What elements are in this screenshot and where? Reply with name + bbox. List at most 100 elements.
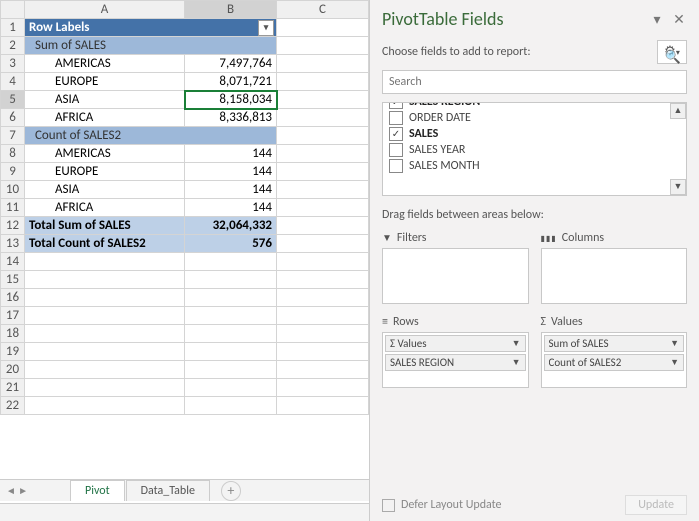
field-item[interactable]: ✓ SALES [383, 126, 686, 142]
horizontal-scrollbar[interactable] [0, 503, 369, 521]
columns-dropzone[interactable] [541, 248, 688, 304]
cell[interactable] [185, 271, 277, 289]
values-dropzone[interactable]: Sum of SALES▼ Count of SALES2▼ [541, 332, 688, 388]
pivot-row-value[interactable]: 144 [185, 163, 277, 181]
pivot-row-label[interactable]: AFRICA [25, 199, 185, 217]
row-header[interactable]: 10 [1, 181, 25, 199]
row-header[interactable]: 12 [1, 217, 25, 235]
active-cell[interactable]: 8,158,034 [185, 91, 277, 109]
row-header[interactable]: 2 [1, 37, 25, 55]
cell[interactable] [25, 343, 185, 361]
pivot-row-label[interactable]: EUROPE [25, 163, 185, 181]
row-header[interactable]: 3 [1, 55, 25, 73]
checkbox-icon[interactable] [389, 159, 403, 173]
pivot-row-label[interactable]: EUROPE [25, 73, 185, 91]
scroll-up-icon[interactable]: ▲ [670, 103, 686, 119]
cell[interactable] [277, 73, 369, 91]
pivot-row-label[interactable]: AMERICAS [25, 145, 185, 163]
pivot-total-label[interactable]: Total Count of SALES2 [25, 235, 185, 253]
cell[interactable] [277, 37, 369, 55]
row-header[interactable]: 14 [1, 253, 25, 271]
cell[interactable] [25, 379, 185, 397]
row-header[interactable]: 19 [1, 343, 25, 361]
update-button[interactable]: Update [625, 495, 687, 515]
pivot-row-value[interactable]: 8,071,721 [185, 73, 277, 91]
row-header[interactable]: 15 [1, 271, 25, 289]
rows-dropzone[interactable]: Σ Values▼ SALES REGION▼ [382, 332, 529, 388]
pivot-row-label[interactable]: ASIA [25, 91, 185, 109]
cell[interactable] [277, 271, 369, 289]
cell[interactable] [277, 235, 369, 253]
search-input[interactable] [382, 70, 687, 94]
defer-checkbox[interactable] [382, 499, 395, 512]
row-header[interactable]: 13 [1, 235, 25, 253]
row-header[interactable]: 6 [1, 109, 25, 127]
cell[interactable] [25, 397, 185, 415]
cell[interactable] [185, 253, 277, 271]
cell[interactable] [277, 145, 369, 163]
row-header[interactable]: 17 [1, 307, 25, 325]
row-header[interactable]: 9 [1, 163, 25, 181]
row-header[interactable]: 16 [1, 289, 25, 307]
pivot-row-value[interactable]: 8,336,813 [185, 109, 277, 127]
filter-dropdown-icon[interactable]: ▾ [258, 20, 274, 36]
row-header[interactable]: 5 [1, 91, 25, 109]
pivot-row-value[interactable]: 144 [185, 181, 277, 199]
tab-pivot[interactable]: Pivot [70, 480, 125, 501]
cell[interactable] [277, 289, 369, 307]
col-header-b[interactable]: B [185, 1, 277, 19]
checkbox-icon[interactable]: ✓ [389, 102, 403, 109]
cell[interactable] [277, 253, 369, 271]
row-header[interactable]: 20 [1, 361, 25, 379]
pivot-row-label[interactable]: AFRICA [25, 109, 185, 127]
cell[interactable] [277, 181, 369, 199]
row-header[interactable]: 11 [1, 199, 25, 217]
cell[interactable] [277, 379, 369, 397]
cell[interactable] [25, 307, 185, 325]
cell[interactable] [277, 343, 369, 361]
cell[interactable] [25, 325, 185, 343]
tab-nav-arrows[interactable]: ◄ ► [0, 484, 70, 497]
col-header-a[interactable]: A [25, 1, 185, 19]
row-header[interactable]: 21 [1, 379, 25, 397]
pivot-row-value[interactable]: 144 [185, 199, 277, 217]
col-header-c[interactable]: C [277, 1, 369, 19]
cell[interactable] [25, 271, 185, 289]
field-item[interactable]: SALES MONTH [383, 158, 686, 174]
row-header[interactable]: 4 [1, 73, 25, 91]
scroll-down-icon[interactable]: ▼ [670, 179, 686, 195]
cell[interactable] [277, 109, 369, 127]
pivot-row-label[interactable]: AMERICAS [25, 55, 185, 73]
add-sheet-button[interactable]: + [221, 481, 241, 501]
area-pill[interactable]: SALES REGION▼ [385, 354, 526, 371]
chevron-down-icon[interactable]: ▼ [508, 338, 521, 349]
pivot-total-value[interactable]: 32,064,332 [185, 217, 277, 235]
pivot-row-value[interactable]: 7,497,764 [185, 55, 277, 73]
chevron-down-icon[interactable]: ▼ [666, 357, 679, 368]
cell[interactable] [25, 289, 185, 307]
chevron-down-icon[interactable]: ▼ [508, 357, 521, 368]
cell[interactable] [185, 361, 277, 379]
cell[interactable] [277, 19, 369, 37]
field-item[interactable]: SALES YEAR [383, 142, 686, 158]
pivot-row-label[interactable]: ASIA [25, 181, 185, 199]
field-item[interactable]: ✓ SALES REGION [383, 102, 686, 110]
cell[interactable] [277, 163, 369, 181]
cell[interactable] [25, 253, 185, 271]
checkbox-icon[interactable] [389, 143, 403, 157]
chevron-down-icon[interactable]: ▼ [666, 338, 679, 349]
cell[interactable] [277, 199, 369, 217]
cell[interactable] [185, 289, 277, 307]
row-header[interactable]: 22 [1, 397, 25, 415]
cell[interactable] [185, 325, 277, 343]
area-pill[interactable]: Σ Values▼ [385, 335, 526, 352]
row-header[interactable]: 7 [1, 127, 25, 145]
cell[interactable] [185, 343, 277, 361]
cell[interactable] [277, 55, 369, 73]
cell[interactable] [185, 307, 277, 325]
cell[interactable] [277, 307, 369, 325]
pivot-subheader[interactable]: Sum of SALES [25, 37, 277, 55]
close-icon[interactable]: ✕ [671, 11, 687, 28]
pivot-total-value[interactable]: 576 [185, 235, 277, 253]
area-pill[interactable]: Count of SALES2▼ [544, 354, 685, 371]
